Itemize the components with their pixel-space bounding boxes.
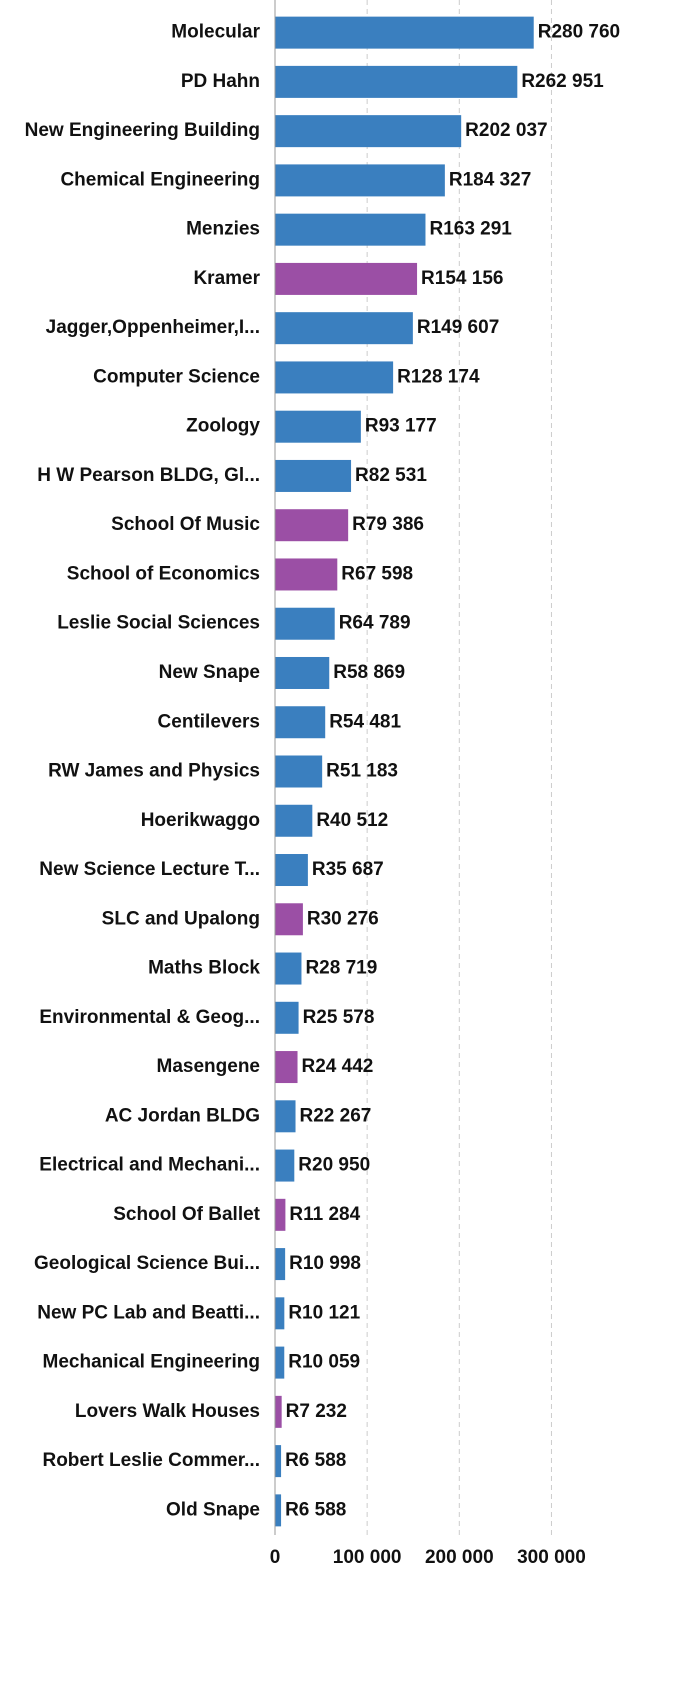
data-label: R54 481 xyxy=(329,711,401,732)
bar xyxy=(275,854,308,887)
data-label: R262 951 xyxy=(521,71,604,92)
bar xyxy=(275,607,335,640)
data-label: R10 998 xyxy=(289,1253,361,1274)
data-label: R51 183 xyxy=(326,761,398,782)
y-tick-label: Geological Science Bui... xyxy=(34,1253,260,1274)
bar xyxy=(275,1297,285,1330)
y-tick-label: H W Pearson BLDG, Gl... xyxy=(37,465,260,486)
y-tick-label: Mechanical Engineering xyxy=(43,1352,261,1373)
y-tick-label: Zoology xyxy=(186,416,260,437)
y-tick-label: Menzies xyxy=(186,219,260,240)
bar xyxy=(275,706,326,739)
data-label: R11 284 xyxy=(289,1204,360,1225)
bar xyxy=(275,952,302,985)
data-label: R28 719 xyxy=(305,958,377,979)
bar xyxy=(275,656,330,689)
y-tick-label: AC Jordan BLDG xyxy=(105,1105,260,1126)
bar xyxy=(275,1248,286,1281)
data-label: R6 588 xyxy=(285,1450,346,1471)
bar xyxy=(275,1051,298,1084)
data-label: R154 156 xyxy=(421,268,503,289)
y-tick-label: Centilevers xyxy=(158,711,260,732)
data-label: R64 789 xyxy=(339,613,411,634)
y-tick-label: School of Economics xyxy=(67,563,260,584)
data-label: R79 386 xyxy=(352,514,424,535)
bar xyxy=(275,213,426,246)
y-tick-label: School Of Ballet xyxy=(113,1204,260,1225)
y-tick-label: New Science Lecture T... xyxy=(39,859,260,880)
bar xyxy=(275,164,445,197)
data-label: R24 442 xyxy=(302,1056,374,1077)
y-tick-label: Chemical Engineering xyxy=(60,169,260,190)
y-tick-label: Kramer xyxy=(193,268,260,289)
x-tick-label: 0 xyxy=(270,1547,281,1568)
x-tick-label: 300 000 xyxy=(517,1547,586,1568)
data-label: R40 512 xyxy=(316,810,388,831)
bar xyxy=(275,509,349,542)
bar xyxy=(275,1445,282,1478)
y-tick-label: Computer Science xyxy=(93,366,260,387)
data-label: R22 267 xyxy=(300,1105,372,1126)
x-tick-label: 100 000 xyxy=(333,1547,402,1568)
bar xyxy=(275,16,534,49)
y-tick-label: Electrical and Mechani... xyxy=(39,1155,260,1176)
bar xyxy=(275,312,413,345)
y-tick-label: New Engineering Building xyxy=(25,120,260,141)
bar xyxy=(275,361,394,394)
y-tick-label: School Of Music xyxy=(111,514,260,535)
bar xyxy=(275,1198,286,1231)
y-tick-label: Hoerikwaggo xyxy=(141,810,260,831)
y-tick-label: Maths Block xyxy=(148,958,260,979)
data-label: R280 760 xyxy=(538,22,620,43)
y-tick-label: Robert Leslie Commer... xyxy=(42,1450,260,1471)
bar xyxy=(275,558,338,591)
bar xyxy=(275,804,313,837)
bar xyxy=(275,65,518,98)
data-label: R35 687 xyxy=(312,859,384,880)
data-label: R10 121 xyxy=(288,1302,360,1323)
data-label: R67 598 xyxy=(341,563,413,584)
bar xyxy=(275,1395,282,1428)
y-tick-label: New PC Lab and Beatti... xyxy=(37,1302,260,1323)
data-label: R149 607 xyxy=(417,317,499,338)
y-tick-label: Leslie Social Sciences xyxy=(57,613,260,634)
data-label: R163 291 xyxy=(429,219,512,240)
bar xyxy=(275,1100,296,1133)
data-label: R6 588 xyxy=(285,1499,346,1520)
bar xyxy=(275,755,323,788)
data-label: R10 059 xyxy=(288,1352,360,1373)
y-tick-label: New Snape xyxy=(159,662,260,683)
bar xyxy=(275,1494,282,1527)
y-tick-label: RW James and Physics xyxy=(48,761,260,782)
bar xyxy=(275,410,361,443)
data-label: R82 531 xyxy=(355,465,427,486)
data-label: R25 578 xyxy=(303,1007,375,1028)
y-tick-label: Molecular xyxy=(171,22,260,43)
y-tick-label: SLC and Upalong xyxy=(102,908,260,929)
bar xyxy=(275,459,352,492)
x-tick-label: 200 000 xyxy=(425,1547,494,1568)
y-tick-label: PD Hahn xyxy=(181,71,260,92)
y-tick-label: Masengene xyxy=(157,1056,260,1077)
bar xyxy=(275,1149,295,1182)
y-tick-label: Lovers Walk Houses xyxy=(75,1401,260,1422)
data-label: R30 276 xyxy=(307,908,379,929)
y-tick-label: Environmental & Geog... xyxy=(39,1007,260,1028)
data-label: R58 869 xyxy=(333,662,405,683)
bar xyxy=(275,262,418,295)
bar xyxy=(275,115,462,148)
data-label: R128 174 xyxy=(397,366,480,387)
y-tick-label: Old Snape xyxy=(166,1499,260,1520)
data-label: R93 177 xyxy=(365,416,437,437)
data-label: R202 037 xyxy=(465,120,547,141)
bar xyxy=(275,1001,299,1034)
bar xyxy=(275,1346,285,1379)
data-label: R184 327 xyxy=(449,169,531,190)
data-label: R20 950 xyxy=(298,1155,370,1176)
bar xyxy=(275,903,303,936)
y-tick-label: Jagger,Oppenheimer,I... xyxy=(46,317,260,338)
data-label: R7 232 xyxy=(286,1401,347,1422)
